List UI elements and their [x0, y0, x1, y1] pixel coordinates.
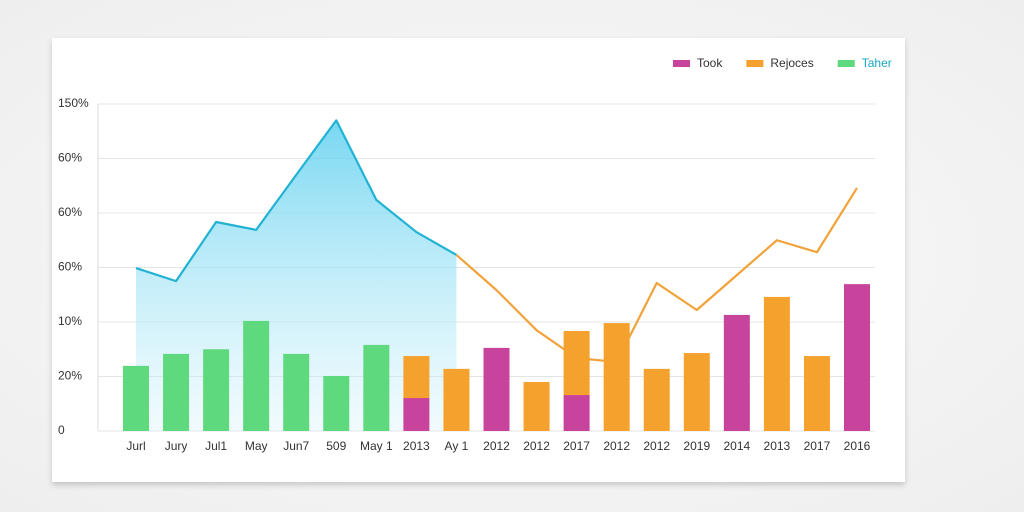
x-tick-label: 2012	[603, 439, 630, 453]
bar	[403, 398, 430, 431]
x-tick-label: 2017	[563, 439, 590, 453]
x-tick-label: 2012	[523, 439, 550, 453]
bar	[723, 314, 750, 431]
legend-label: Taher	[862, 56, 892, 70]
area-line	[135, 119, 457, 283]
bar	[163, 353, 190, 431]
x-tick-label: 2019	[683, 439, 710, 453]
legend-swatch	[837, 60, 855, 67]
legend-label: Took	[697, 56, 723, 70]
bar	[283, 353, 310, 431]
y-tick-label: 60%	[58, 205, 82, 219]
bar	[563, 330, 590, 396]
bar	[603, 323, 630, 431]
bar	[683, 353, 710, 431]
x-tick-label: Jul1	[205, 439, 227, 453]
x-tick-label: May	[245, 439, 268, 453]
legend-label: Rejoces	[770, 56, 813, 70]
bar	[563, 395, 590, 431]
line	[455, 187, 858, 364]
y-tick-label: 60%	[58, 151, 82, 165]
bar	[523, 381, 550, 431]
x-tick-label: Ay 1	[445, 439, 469, 453]
bar	[643, 368, 670, 431]
bar	[243, 320, 270, 431]
bar	[763, 296, 790, 431]
x-tick-label: 2013	[403, 439, 430, 453]
x-tick-label: 2012	[643, 439, 670, 453]
bar	[443, 368, 470, 431]
bar	[844, 284, 870, 431]
x-tick-label: 2017	[804, 439, 831, 453]
x-tick-label: Jun7	[283, 439, 309, 453]
y-tick-label: 10%	[58, 314, 82, 328]
bar	[483, 347, 510, 431]
legend-swatch	[746, 60, 764, 67]
bar	[403, 356, 430, 399]
bar	[123, 365, 149, 431]
bar	[803, 356, 830, 431]
x-tick-label: 2014	[723, 439, 750, 453]
x-tick-label: 2013	[764, 439, 791, 453]
bar	[323, 375, 350, 431]
x-tick-label: May 1	[360, 439, 393, 453]
y-tick-label: 60%	[58, 260, 82, 274]
x-tick-label: Jury	[165, 439, 188, 453]
y-tick-label: 150%	[58, 96, 89, 110]
bar	[203, 349, 230, 431]
x-tick-label: 509	[326, 439, 346, 453]
x-tick-label: 2012	[483, 439, 510, 453]
bar	[363, 344, 390, 431]
y-tick-label: 0	[58, 423, 65, 437]
x-tick-label: 2016	[844, 439, 871, 453]
legend-swatch	[673, 60, 690, 67]
x-tick-label: Jurl	[126, 439, 145, 453]
y-tick-label: 20%	[58, 369, 82, 383]
